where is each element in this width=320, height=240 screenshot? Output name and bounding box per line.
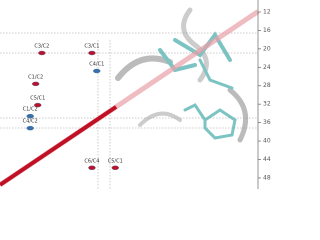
peak xyxy=(26,113,34,119)
peak-label: C5/C1 xyxy=(108,158,123,164)
peak-label: C5/C1 xyxy=(30,96,45,102)
peak xyxy=(34,102,42,108)
y-tick-label: 20 xyxy=(263,45,271,52)
peak-label: C4/C2 xyxy=(23,119,38,125)
y-tick-label: 32 xyxy=(263,101,271,108)
plot-area: 12 16 20 24 28 32 36 40 44 48 C3/C2 C3/C1 C4/C1 C1/C2… xyxy=(0,0,271,189)
diagonal-core xyxy=(0,105,118,187)
peak-label: C3/C1 xyxy=(84,44,99,50)
peak-label: C4/C1 xyxy=(89,61,104,67)
peak-label: C1/C2 xyxy=(23,107,38,113)
chart: 12 16 20 24 28 32 36 40 44 48 C3/C2 C3/C1 C4/C1 C1/C2… xyxy=(0,0,271,189)
y-tick-label: 16 xyxy=(263,27,271,34)
protein-structure xyxy=(115,7,249,143)
y-tick-label: 28 xyxy=(263,82,271,89)
peak xyxy=(38,50,46,56)
peak xyxy=(88,165,96,170)
peak xyxy=(93,68,101,74)
y-axis: 12 16 20 24 28 32 36 40 44 48 xyxy=(257,0,271,189)
y-tick-label: 24 xyxy=(263,64,271,71)
peak xyxy=(31,81,40,87)
y-tick-label: 36 xyxy=(263,119,271,126)
peak xyxy=(111,165,119,170)
y-tick-label: 48 xyxy=(263,174,271,181)
peak-label: C1/C2 xyxy=(28,74,43,80)
y-tick-label: 12 xyxy=(263,8,271,15)
peak-label: C3/C2 xyxy=(34,44,49,50)
peak xyxy=(26,125,34,131)
y-tick-label: 44 xyxy=(263,156,271,163)
peak xyxy=(88,50,96,56)
y-tick-label: 40 xyxy=(263,138,271,145)
peak-label: C6/C4 xyxy=(84,158,99,164)
